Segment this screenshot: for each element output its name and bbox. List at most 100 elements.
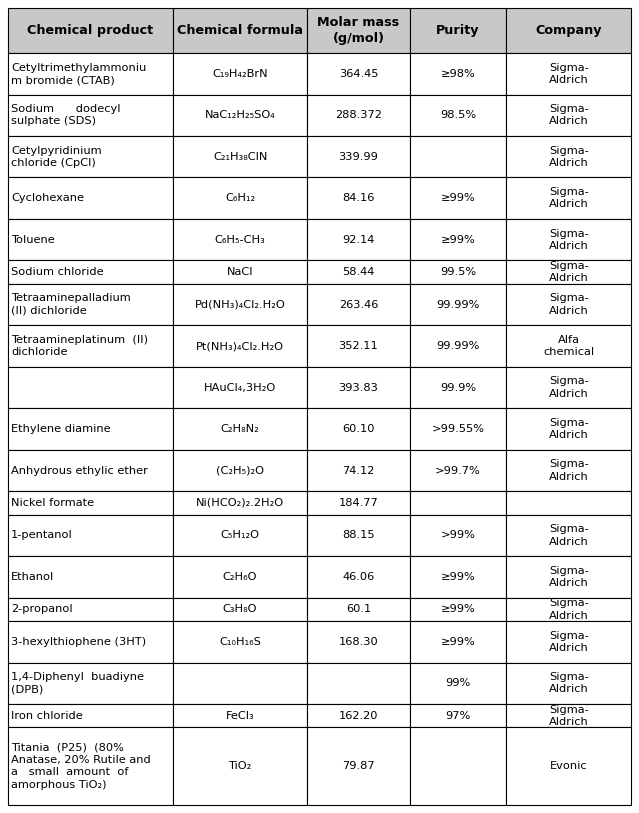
Text: 99.99%: 99.99% — [436, 341, 480, 351]
Bar — [506, 177, 631, 219]
Text: 92.14: 92.14 — [343, 235, 374, 245]
Text: 184.77: 184.77 — [339, 498, 378, 508]
Bar — [173, 53, 307, 94]
Bar — [173, 598, 307, 621]
Bar — [506, 598, 631, 621]
Bar — [410, 219, 506, 260]
Bar — [173, 491, 307, 515]
Bar — [8, 491, 173, 515]
Bar — [506, 219, 631, 260]
Text: 60.10: 60.10 — [343, 424, 374, 434]
Text: 3-hexylthiophene (3HT): 3-hexylthiophene (3HT) — [11, 637, 146, 647]
Text: Sigma-
Aldrich: Sigma- Aldrich — [549, 293, 589, 315]
Text: 97%: 97% — [445, 711, 471, 721]
Bar — [173, 704, 307, 728]
Text: NaCl: NaCl — [227, 267, 253, 277]
Text: Sigma-
Aldrich: Sigma- Aldrich — [549, 104, 589, 127]
Text: TiO₂: TiO₂ — [229, 761, 252, 772]
Text: Ethanol: Ethanol — [11, 572, 54, 582]
Text: Sodium      dodecyl
sulphate (SDS): Sodium dodecyl sulphate (SDS) — [11, 104, 121, 127]
Text: 74.12: 74.12 — [343, 466, 374, 476]
Text: C₁₀H₁₆S: C₁₀H₁₆S — [219, 637, 261, 647]
Bar — [410, 8, 506, 53]
Text: NaC₁₂H₂₅SO₄: NaC₁₂H₂₅SO₄ — [204, 111, 275, 120]
Bar — [410, 491, 506, 515]
Bar — [173, 260, 307, 284]
Text: 168.30: 168.30 — [339, 637, 378, 647]
Bar — [8, 728, 173, 805]
Text: 99.99%: 99.99% — [436, 300, 480, 310]
Text: Anhydrous ethylic ether: Anhydrous ethylic ether — [11, 466, 148, 476]
Bar — [307, 367, 410, 408]
Text: Toluene: Toluene — [11, 235, 55, 245]
Text: Ethylene diamine: Ethylene diamine — [11, 424, 111, 434]
Text: 339.99: 339.99 — [339, 152, 378, 162]
Bar — [8, 8, 173, 53]
Text: Sigma-
Aldrich: Sigma- Aldrich — [549, 376, 589, 398]
Text: Sigma-
Aldrich: Sigma- Aldrich — [549, 705, 589, 727]
Text: Sigma-
Aldrich: Sigma- Aldrich — [549, 228, 589, 251]
Text: Titania  (P25)  (80%
Anatase, 20% Rutile and
a   small  amount  of
amorphous TiO: Titania (P25) (80% Anatase, 20% Rutile a… — [11, 742, 151, 790]
Bar — [8, 367, 173, 408]
Text: Sigma-
Aldrich: Sigma- Aldrich — [549, 672, 589, 694]
Bar — [410, 556, 506, 598]
Bar — [506, 8, 631, 53]
Text: 1-pentanol: 1-pentanol — [11, 530, 73, 541]
Text: FeCl₃: FeCl₃ — [226, 711, 254, 721]
Text: 352.11: 352.11 — [339, 341, 378, 351]
Text: Sigma-
Aldrich: Sigma- Aldrich — [549, 598, 589, 620]
Bar — [307, 325, 410, 367]
Bar — [506, 450, 631, 491]
Bar — [410, 408, 506, 450]
Text: HAuCl₄,3H₂O: HAuCl₄,3H₂O — [204, 383, 276, 393]
Text: Pd(NH₃)₄Cl₂.H₂O: Pd(NH₃)₄Cl₂.H₂O — [195, 300, 286, 310]
Text: ≥99%: ≥99% — [441, 193, 475, 203]
Bar — [410, 136, 506, 177]
Bar — [307, 663, 410, 704]
Text: 162.20: 162.20 — [339, 711, 378, 721]
Text: Company: Company — [535, 24, 602, 37]
Bar — [410, 704, 506, 728]
Text: Sigma-
Aldrich: Sigma- Aldrich — [549, 524, 589, 546]
Bar — [307, 219, 410, 260]
Bar — [8, 408, 173, 450]
Text: Sigma-
Aldrich: Sigma- Aldrich — [549, 631, 589, 653]
Bar — [8, 260, 173, 284]
Bar — [173, 8, 307, 53]
Text: Sigma-
Aldrich: Sigma- Aldrich — [549, 566, 589, 588]
Text: ≥99%: ≥99% — [441, 572, 475, 582]
Bar — [307, 177, 410, 219]
Text: Sigma-
Aldrich: Sigma- Aldrich — [549, 146, 589, 168]
Text: ≥98%: ≥98% — [441, 69, 475, 79]
Text: C₆H₅-CH₃: C₆H₅-CH₃ — [215, 235, 265, 245]
Text: Purity: Purity — [436, 24, 480, 37]
Text: Sigma-
Aldrich: Sigma- Aldrich — [549, 459, 589, 482]
Bar — [307, 284, 410, 325]
Bar — [410, 598, 506, 621]
Text: Iron chloride: Iron chloride — [11, 711, 82, 721]
Bar — [8, 450, 173, 491]
Bar — [8, 136, 173, 177]
Text: 99%: 99% — [445, 678, 471, 689]
Bar — [173, 621, 307, 663]
Bar — [173, 515, 307, 556]
Bar — [173, 663, 307, 704]
Bar — [173, 177, 307, 219]
Bar — [410, 325, 506, 367]
Bar — [307, 136, 410, 177]
Text: ≥99%: ≥99% — [441, 235, 475, 245]
Bar — [307, 704, 410, 728]
Text: Sigma-
Aldrich: Sigma- Aldrich — [549, 261, 589, 284]
Bar — [506, 325, 631, 367]
Bar — [8, 704, 173, 728]
Text: (C₂H₅)₂O: (C₂H₅)₂O — [216, 466, 264, 476]
Text: 393.83: 393.83 — [339, 383, 378, 393]
Text: Chemical product: Chemical product — [27, 24, 153, 37]
Text: Cetylpyridinium
chloride (CpCl): Cetylpyridinium chloride (CpCl) — [11, 146, 102, 168]
Bar — [8, 219, 173, 260]
Text: 2-propanol: 2-propanol — [11, 604, 73, 615]
Bar — [410, 663, 506, 704]
Text: Ni(HCO₂)₂.2H₂O: Ni(HCO₂)₂.2H₂O — [196, 498, 284, 508]
Bar — [8, 621, 173, 663]
Bar — [506, 556, 631, 598]
